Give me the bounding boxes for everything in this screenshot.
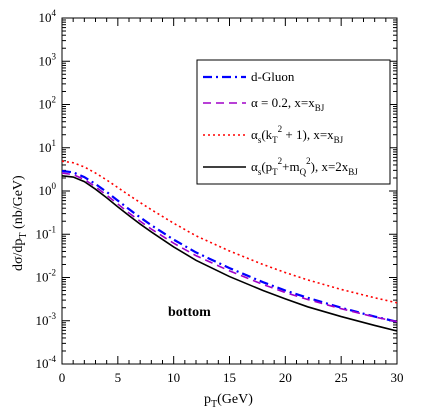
x-tick-label: 10: [167, 370, 180, 385]
legend-box: [196, 59, 391, 185]
x-axis-title: pT(GeV): [204, 392, 253, 410]
x-tick-label: 20: [279, 370, 292, 385]
legend-label-alpha02: α = 0.2, x=xBJ: [251, 95, 325, 113]
y-tick-label: 101: [39, 138, 57, 155]
y-tick-label: 10-1: [36, 224, 57, 241]
y-tick-label: 103: [39, 51, 57, 68]
legend-label-dgluon: d-Gluon: [251, 69, 295, 84]
y-axis-title: dσ/dpT (nb/GeV): [11, 175, 29, 271]
axis-ticks: 0 5 10 15 20 25 30 10-4 10-3 10-2 10-1 100 101 102 103…: [36, 8, 404, 385]
series-line-alphas_pt: [61, 174, 398, 332]
y-tick-label: 10-4: [36, 354, 57, 371]
y-tick-label: 104: [39, 8, 57, 25]
data-series: [61, 160, 398, 332]
x-tick-label: 25: [335, 370, 348, 385]
y-tick-label: 10-2: [36, 268, 57, 285]
series-line-alpha02: [61, 172, 398, 323]
x-tick-label: 5: [115, 370, 122, 385]
x-tick-label: 30: [391, 370, 404, 385]
x-tick-label: 0: [59, 370, 66, 385]
x-tick-label: 15: [223, 370, 236, 385]
legend-label-alphas-kt: αs(kT2 + 1), x=xBJ: [251, 124, 344, 145]
y-tick-label: 102: [39, 95, 57, 112]
series-line-dgluon: [61, 169, 398, 323]
series-line-alphas_kt: [61, 160, 398, 304]
legend: d-Gluon α = 0.2, x=xBJ αs(kT2 + 1), x=xB…: [196, 59, 391, 185]
annotation-bottom: bottom: [168, 305, 211, 320]
legend-label-alphas-pt: αs(pT2+mQ2), x=2xBJ: [251, 156, 358, 177]
y-tick-label: 100: [39, 181, 57, 198]
y-tick-label: 10-3: [36, 311, 57, 328]
